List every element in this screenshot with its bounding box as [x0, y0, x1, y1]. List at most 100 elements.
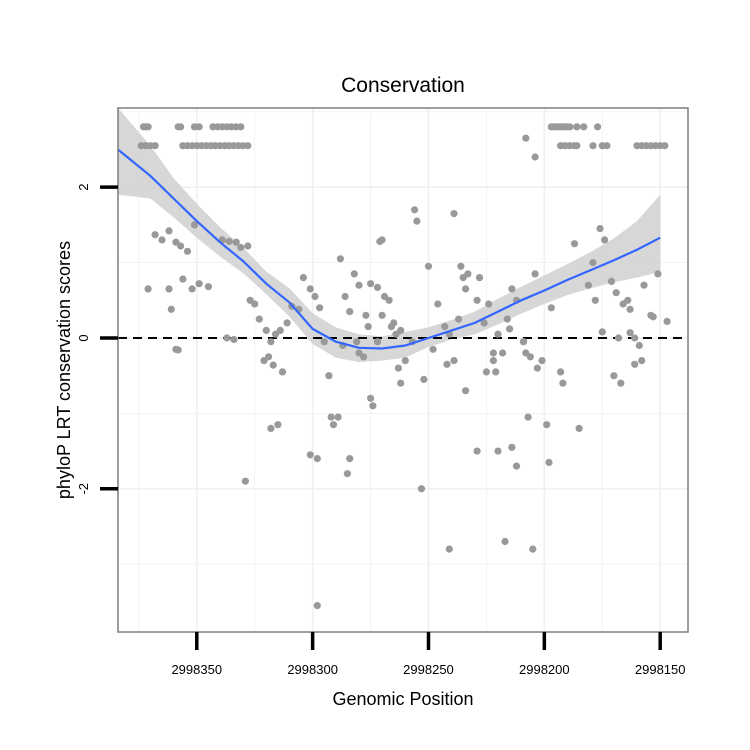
chart-title: Conservation [341, 74, 465, 97]
x-tick-label: 2998250 [403, 662, 454, 677]
data-point [480, 319, 488, 327]
data-point [223, 334, 231, 342]
data-point [269, 361, 277, 369]
x-tick-label: 2998300 [287, 662, 338, 677]
loess-fit-line [117, 148, 661, 350]
data-point [508, 443, 516, 451]
data-point [610, 372, 618, 380]
data-point [594, 123, 602, 131]
data-point [179, 275, 187, 283]
data-point [165, 227, 173, 235]
data-point [343, 470, 351, 478]
data-point [144, 123, 152, 131]
data-point [158, 236, 166, 244]
data-point [320, 338, 328, 346]
data-point [547, 304, 555, 312]
data-point [329, 421, 338, 429]
data-point [276, 326, 284, 334]
data-point [545, 458, 553, 466]
data-point [397, 326, 405, 334]
data-point [241, 477, 249, 485]
data-point [591, 296, 599, 304]
x-tick-label: 2998150 [635, 662, 686, 677]
data-point [237, 123, 245, 131]
data-point [575, 424, 583, 432]
data-point [533, 364, 542, 372]
data-point [367, 280, 375, 288]
data-point [232, 238, 240, 246]
data-point [631, 334, 639, 342]
data-point [485, 300, 493, 308]
data-point [559, 379, 567, 387]
data-point [443, 360, 451, 368]
data-point [475, 274, 484, 282]
data-point [251, 300, 259, 308]
data-point [177, 242, 185, 250]
data-point [526, 353, 535, 361]
data-point [274, 421, 282, 429]
y-axis-ticks: 2 0 -2 [76, 184, 118, 495]
y-tick-label: -2 [76, 483, 91, 495]
data-point [617, 379, 625, 387]
data-point [626, 305, 634, 313]
data-point [283, 319, 291, 327]
data-point [531, 153, 539, 161]
data-point [394, 364, 402, 372]
data-point [327, 413, 335, 421]
data-point [299, 274, 307, 282]
data-point [524, 413, 532, 421]
data-point [313, 602, 321, 610]
data-point [557, 368, 565, 376]
data-point [584, 281, 593, 289]
data-point [165, 285, 173, 293]
data-point [334, 413, 342, 421]
data-point [566, 123, 574, 131]
data-point [267, 424, 275, 432]
data-point [265, 353, 273, 361]
data-point [462, 387, 470, 395]
data-point [494, 330, 502, 338]
x-tick-label: 2998350 [171, 662, 222, 677]
data-point [378, 236, 386, 244]
data-point [482, 368, 490, 376]
data-point [355, 281, 363, 289]
data-point [225, 237, 233, 246]
data-point [417, 485, 426, 493]
data-point [360, 353, 368, 361]
data-point [353, 338, 361, 346]
data-point [499, 349, 507, 357]
y-axis-label: phyloP LRT conservation scores [54, 241, 74, 499]
data-point [598, 328, 606, 336]
data-point [230, 335, 238, 344]
y-tick-label: 0 [76, 334, 91, 341]
data-point [441, 323, 449, 331]
data-point [244, 142, 252, 150]
data-point [429, 345, 437, 353]
data-point [313, 455, 321, 463]
data-point [638, 357, 646, 365]
data-point [512, 462, 521, 470]
data-point [450, 210, 458, 218]
data-point [607, 277, 616, 285]
data-point [195, 123, 203, 131]
data-point [373, 338, 382, 346]
data-point [364, 323, 372, 331]
data-point [596, 225, 604, 233]
data-point [654, 270, 662, 278]
data-point [306, 285, 314, 293]
data-point [434, 300, 442, 308]
data-point [529, 545, 537, 553]
data-point [367, 394, 375, 402]
x-axis-ticks: 2998350 2998300 2998250 2998200 2998150 [171, 632, 686, 677]
data-point [183, 247, 192, 255]
data-point [151, 142, 159, 150]
data-point [177, 123, 185, 131]
x-axis-label: Genomic Position [332, 689, 473, 709]
data-point [262, 326, 270, 334]
data-point [589, 259, 597, 267]
data-point [455, 315, 463, 323]
data-point [346, 308, 354, 316]
data-point [501, 537, 509, 546]
data-point [626, 329, 634, 337]
